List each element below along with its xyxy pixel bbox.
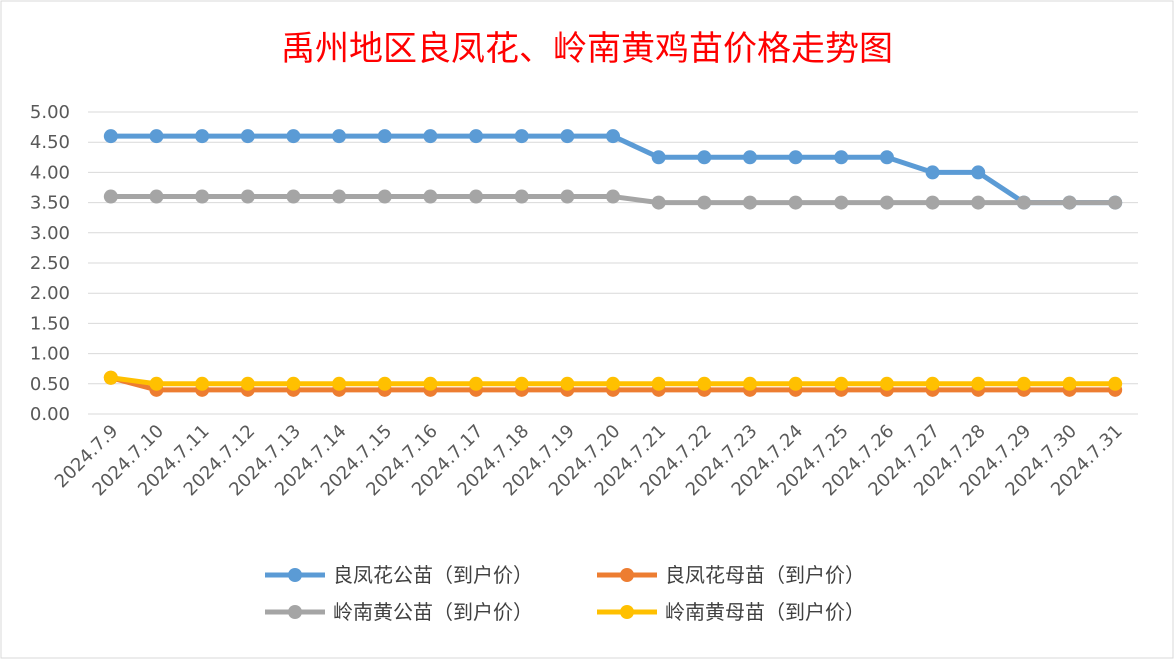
data-point [651, 376, 666, 391]
data-point [423, 376, 438, 391]
data-point [925, 165, 940, 180]
data-point [103, 129, 118, 144]
legend: 良凤花公苗（到户价） 良凤花母苗（到户价） 岭南黄公苗（到户价） 岭南黄母苗（到户价） [265, 563, 865, 624]
data-point [332, 376, 347, 391]
data-point [149, 376, 164, 391]
legend-label: 岭南黄公苗（到户价） [333, 600, 533, 624]
chart-title: 禹州地区良凤花、岭南黄鸡苗价格走势图 [281, 29, 893, 69]
legend-item: 良凤花母苗（到户价） [597, 563, 865, 587]
y-tick-label: 0.00 [30, 404, 70, 425]
legend-swatch-marker [288, 568, 302, 582]
data-point [560, 189, 575, 204]
data-point [195, 189, 210, 204]
legend-swatch-marker [620, 568, 634, 582]
legend-item: 岭南黄公苗（到户价） [265, 600, 533, 624]
data-point [651, 195, 666, 210]
y-tick-label: 1.50 [30, 313, 70, 334]
data-point [149, 189, 164, 204]
data-point [286, 376, 301, 391]
data-point [240, 189, 255, 204]
data-point [195, 376, 210, 391]
data-point [1016, 195, 1031, 210]
data-point [697, 150, 712, 165]
data-point [514, 189, 529, 204]
data-point [423, 189, 438, 204]
data-point [514, 129, 529, 144]
data-point [377, 129, 392, 144]
y-tick-label: 0.50 [30, 374, 70, 395]
data-point [606, 129, 620, 144]
data-point [103, 189, 118, 204]
y-tick-label: 5.00 [30, 102, 70, 123]
data-point [377, 189, 392, 204]
series-group [103, 129, 1123, 397]
data-point [1062, 376, 1077, 391]
legend-swatch-marker [288, 605, 302, 619]
data-point [971, 376, 986, 391]
series-4 [103, 370, 1123, 391]
data-point [925, 195, 940, 210]
data-point [742, 376, 757, 391]
data-point [286, 129, 301, 144]
data-point [103, 370, 118, 385]
data-point [742, 150, 757, 165]
data-point [332, 129, 347, 144]
data-point [240, 376, 255, 391]
legend-item: 岭南黄母苗（到户价） [597, 600, 865, 624]
data-point [469, 189, 484, 204]
data-point [697, 376, 712, 391]
y-tick-label: 4.50 [30, 132, 70, 153]
data-point [606, 376, 620, 391]
legend-label: 良凤花公苗（到户价） [333, 563, 533, 587]
y-tick-label: 3.00 [30, 223, 70, 244]
data-point [651, 150, 666, 165]
data-point [560, 129, 575, 144]
data-point [879, 150, 894, 165]
data-point [971, 165, 986, 180]
data-point [742, 195, 757, 210]
data-point [514, 376, 529, 391]
data-point [1062, 195, 1077, 210]
data-point [240, 129, 255, 144]
data-point [469, 129, 484, 144]
data-point [195, 129, 210, 144]
data-point [560, 376, 575, 391]
legend-swatch-marker [620, 605, 634, 619]
y-tick-label: 2.50 [30, 253, 70, 274]
y-axis-ticks: 0.00 0.50 1.00 1.50 2.00 2.50 3.00 3.50 4.00 4.50… [30, 102, 70, 425]
data-point [834, 376, 849, 391]
data-point [971, 195, 986, 210]
data-point [788, 150, 803, 165]
data-point [1108, 195, 1123, 210]
data-point [1016, 376, 1031, 391]
data-point [834, 195, 849, 210]
data-point [606, 189, 620, 204]
data-point [423, 129, 438, 144]
data-point [879, 376, 894, 391]
data-point [788, 195, 803, 210]
y-tick-label: 2.00 [30, 283, 70, 304]
series-3 [103, 189, 1123, 210]
y-tick-label: 1.00 [30, 344, 70, 365]
y-tick-label: 3.50 [30, 193, 70, 214]
data-point [1108, 376, 1123, 391]
data-point [332, 189, 347, 204]
data-point [925, 376, 940, 391]
legend-item: 良凤花公苗（到户价） [265, 563, 533, 587]
data-point [286, 189, 301, 204]
data-point [834, 150, 849, 165]
data-point [788, 376, 803, 391]
data-point [377, 376, 392, 391]
data-point [697, 195, 712, 210]
legend-label: 良凤花母苗（到户价） [665, 563, 865, 587]
data-point [879, 195, 894, 210]
data-point [149, 129, 164, 144]
data-point [469, 376, 484, 391]
legend-label: 岭南黄母苗（到户价） [665, 600, 865, 624]
y-tick-label: 4.00 [30, 162, 70, 183]
